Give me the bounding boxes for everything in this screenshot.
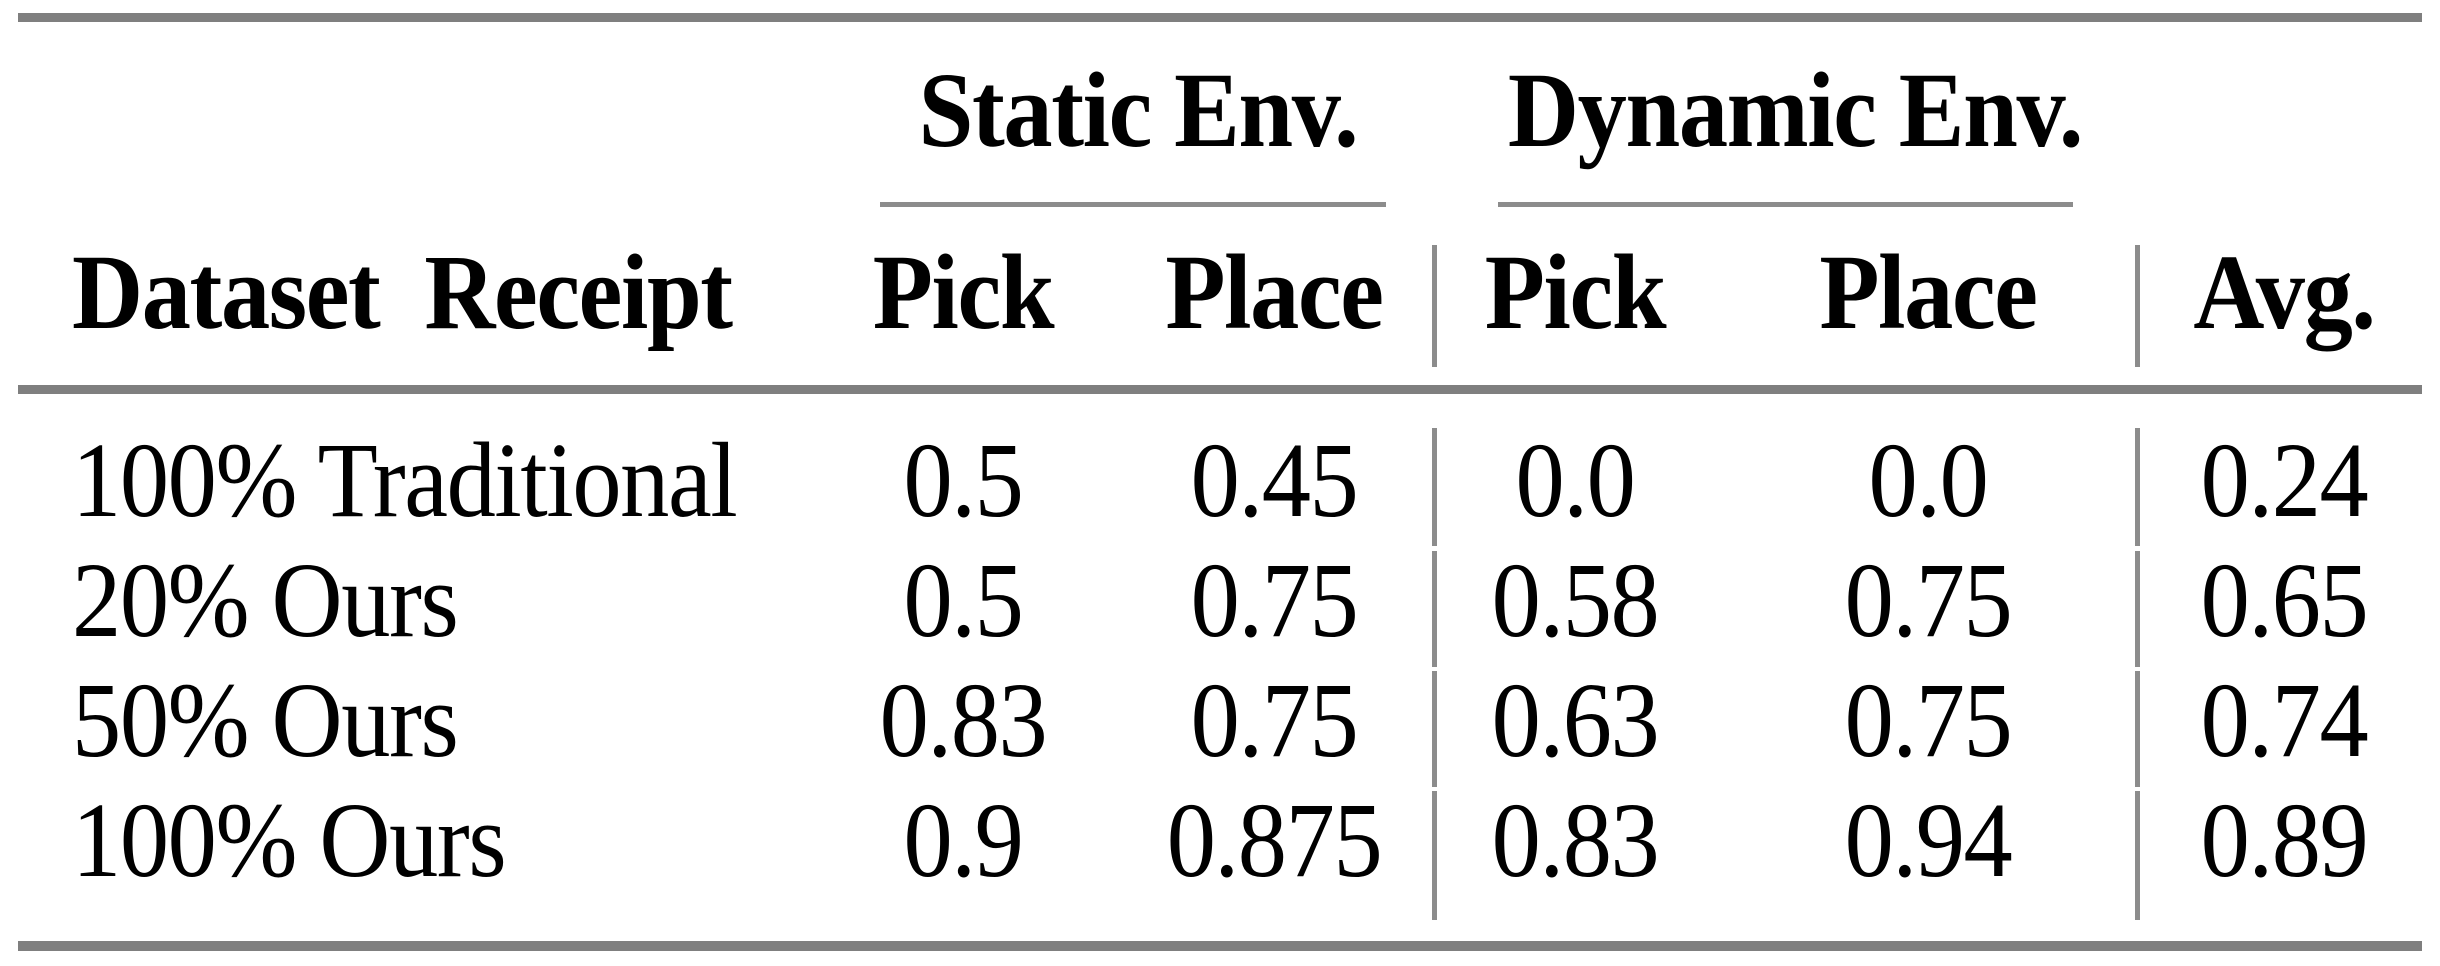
column-header-dataset-receipt: Dataset Receipt	[72, 234, 733, 352]
vertical-separator-avg	[2135, 671, 2140, 787]
cell-dynamic-place: 0.75	[1844, 542, 2013, 660]
cell-static-pick: 0.83	[879, 662, 1048, 780]
cell-avg: 0.89	[2200, 782, 2369, 900]
cell-dynamic-pick: 0.0	[1515, 422, 1636, 540]
cell-dynamic-place: 0.75	[1844, 662, 2013, 780]
row-label: 100% Ours	[72, 782, 507, 900]
cell-static-pick: 0.5	[903, 422, 1024, 540]
cell-avg: 0.65	[2200, 542, 2369, 660]
vertical-separator-avg	[2135, 245, 2140, 367]
vertical-separator-static-dynamic	[1432, 551, 1437, 667]
row-label: 20% Ours	[72, 542, 459, 660]
column-header-static-place: Place	[1165, 234, 1384, 352]
cell-avg: 0.74	[2200, 662, 2369, 780]
cmidrule-dynamic-env	[1498, 202, 2073, 207]
cell-dynamic-pick: 0.58	[1491, 542, 1660, 660]
vertical-separator-avg	[2135, 551, 2140, 667]
cmidrule-static-env	[880, 202, 1386, 207]
vertical-separator-static-dynamic	[1432, 791, 1437, 920]
bottom-rule	[18, 941, 2422, 951]
cell-static-place: 0.45	[1190, 422, 1359, 540]
column-header-dynamic-pick: Pick	[1484, 234, 1667, 352]
row-label: 50% Ours	[72, 662, 459, 780]
vertical-separator-static-dynamic	[1432, 245, 1437, 367]
vertical-separator-static-dynamic	[1432, 671, 1437, 787]
cell-static-place: 0.75	[1190, 662, 1359, 780]
column-header-dynamic-place: Place	[1819, 234, 2038, 352]
group-header-dynamic-env: Dynamic Env.	[1507, 52, 2084, 170]
row-label: 100% Traditional	[72, 422, 738, 540]
cell-static-pick: 0.5	[903, 542, 1024, 660]
cell-static-place: 0.75	[1190, 542, 1359, 660]
column-header-static-pick: Pick	[872, 234, 1055, 352]
cell-dynamic-pick: 0.63	[1491, 662, 1660, 780]
top-rule	[18, 13, 2422, 22]
vertical-separator-static-dynamic	[1432, 428, 1437, 546]
cell-static-place: 0.875	[1166, 782, 1383, 900]
cell-dynamic-place: 0.94	[1844, 782, 2013, 900]
cell-dynamic-place: 0.0	[1868, 422, 1989, 540]
cell-avg: 0.24	[2200, 422, 2369, 540]
vertical-separator-avg	[2135, 428, 2140, 546]
group-header-static-env: Static Env.	[918, 52, 1359, 170]
column-header-avg: Avg.	[2193, 234, 2376, 352]
cell-dynamic-pick: 0.83	[1491, 782, 1660, 900]
vertical-separator-avg	[2135, 791, 2140, 920]
cell-static-pick: 0.9	[903, 782, 1024, 900]
header-rule	[18, 385, 2422, 394]
